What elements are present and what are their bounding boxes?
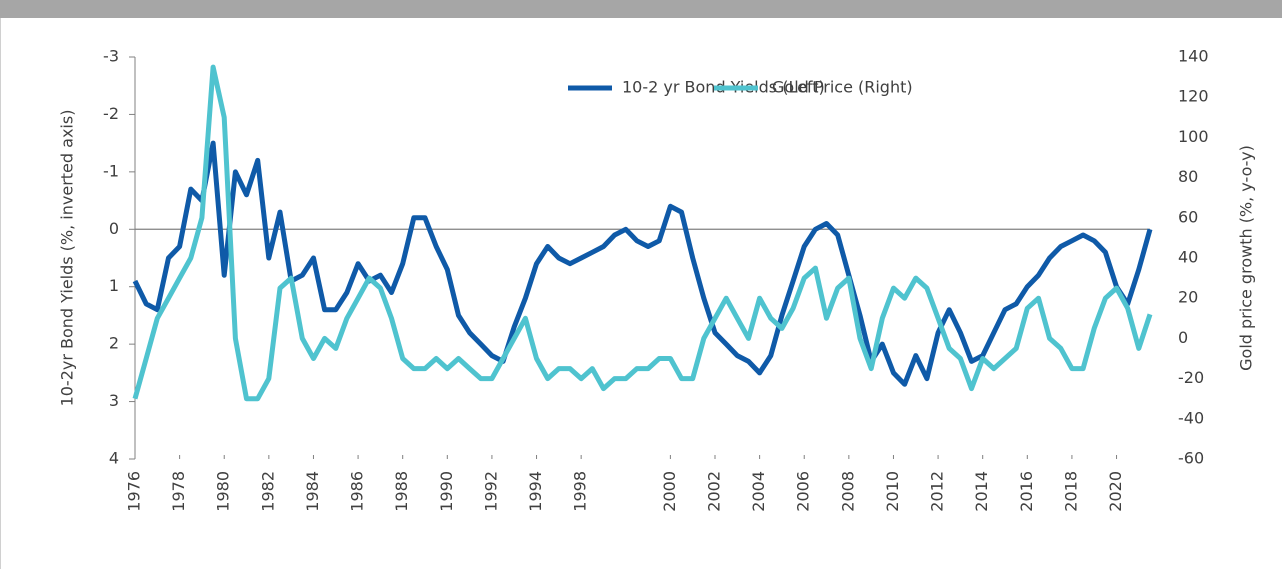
y-axis-label: 10-2yr Bond Yields (%, inverted axis) — [58, 110, 77, 407]
series-line — [132, 64, 1153, 402]
x-tick-label: 1988 — [392, 471, 411, 512]
x-tick-label: 1994 — [526, 471, 545, 512]
legend-label: Gold Price (Right) — [772, 78, 913, 97]
y-tick-label: -3 — [103, 47, 119, 66]
x-tick-label: 1976 — [125, 471, 144, 512]
y2-tick-label: 140 — [1178, 47, 1209, 66]
x-tick-label: 2008 — [838, 471, 857, 512]
x-tick-label: 2004 — [749, 471, 768, 512]
x-tick-label: 2010 — [883, 471, 902, 512]
x-tick-label: 2016 — [1017, 471, 1036, 512]
x-tick-label: 1990 — [437, 471, 456, 512]
y2-axis-label: Gold price growth (%, y-o-y) — [1237, 145, 1256, 371]
y-tick-label: 1 — [109, 276, 119, 295]
y-tick-label: -1 — [103, 161, 119, 180]
x-tick-label: 2020 — [1106, 471, 1125, 512]
y2-tick-label: -60 — [1178, 449, 1204, 468]
y-tick-label: 0 — [109, 219, 119, 238]
x-tick-label: 2014 — [972, 471, 991, 512]
y2-tick-label: 100 — [1178, 127, 1209, 146]
x-tick-label: 1992 — [481, 471, 500, 512]
x-tick-label: 1986 — [348, 471, 367, 512]
y2-tick-label: -20 — [1178, 368, 1204, 387]
x-tick-label: 2018 — [1061, 471, 1080, 512]
y2-tick-label: 80 — [1178, 167, 1198, 186]
y2-tick-label: 40 — [1178, 248, 1198, 267]
y-tick-label: 3 — [109, 391, 119, 410]
x-tick-label: 1982 — [258, 471, 277, 512]
x-tick-label: 1984 — [303, 471, 322, 512]
x-tick-label: 1978 — [169, 471, 188, 512]
y2-tick-label: 0 — [1178, 328, 1188, 347]
x-tick-label: 1980 — [214, 471, 233, 512]
y-tick-label: 2 — [109, 334, 119, 353]
y2-tick-label: 20 — [1178, 288, 1198, 307]
y2-tick-label: 120 — [1178, 87, 1209, 106]
y-tick-label: 4 — [109, 449, 119, 468]
x-tick-label: 2002 — [705, 471, 724, 512]
y2-tick-label: 60 — [1178, 207, 1198, 226]
series-line — [132, 140, 1153, 387]
y2-tick-label: -40 — [1178, 408, 1204, 427]
x-tick-label: 2000 — [660, 471, 679, 512]
x-tick-label: 2012 — [928, 471, 947, 512]
x-tick-label: 1998 — [571, 471, 590, 512]
header-bar — [0, 0, 1282, 18]
y-tick-label: -2 — [103, 104, 119, 123]
x-tick-label: 2006 — [794, 471, 813, 512]
